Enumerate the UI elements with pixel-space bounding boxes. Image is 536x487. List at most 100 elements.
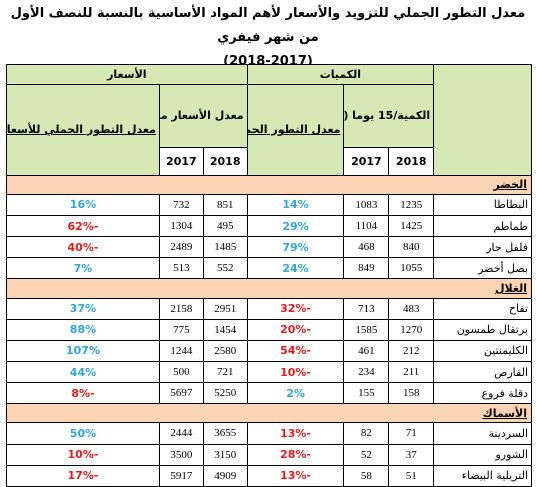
price-2018: 3655: [202, 422, 248, 445]
table-row: السردينة 71 82 -13% 3655 2444 50%: [6, 422, 532, 445]
price-2017: 2158: [158, 297, 204, 320]
qty-2018: 1235: [388, 193, 435, 217]
header-blank: [433, 64, 532, 176]
qty-change: 24%: [246, 257, 345, 280]
qty-column-header: الكمية/15 يوما (طن): [343, 84, 435, 148]
table-row: القارص 211 234 -10% 721 500 44%: [6, 360, 532, 384]
qty-2018: 51: [388, 464, 435, 487]
price-2018: 2580: [202, 339, 248, 363]
qty-change: -13%: [246, 422, 345, 445]
qty-2017-header: 2017: [343, 146, 390, 176]
price-change: -8%: [6, 382, 160, 405]
price-change: 37%: [6, 297, 160, 320]
qty-change: -13%: [246, 464, 345, 487]
qty-2017: 1585: [343, 318, 390, 341]
qty-2017: 234: [343, 360, 390, 384]
qty-2017: 82: [343, 422, 390, 445]
table-row: بصل أخضر 1055 849 24% 552 513 7%: [6, 257, 532, 280]
product-name: السردينة: [433, 422, 532, 445]
price-2018: 721: [202, 360, 248, 384]
product-name: البطاطا: [433, 193, 532, 217]
price-2017: 2489: [158, 236, 204, 259]
price-2017: 1244: [158, 339, 204, 363]
price-2018: 5250: [202, 382, 248, 405]
title-line-1: معدل التطور الجملي للتزويد والأسعار لأهم…: [10, 6, 526, 45]
qty-2018: 158: [388, 382, 435, 405]
price-2017: 732: [158, 193, 204, 217]
quantities-group-header: الكميات: [246, 63, 435, 86]
section-label: الغلال: [6, 278, 532, 299]
product-name: بصل أخضر: [433, 257, 532, 280]
price-change: -10%: [6, 443, 160, 466]
price-2018: 552: [202, 257, 248, 280]
price-2018: 4909: [202, 464, 248, 487]
price-2017: 513: [158, 257, 204, 280]
qty-2017: 468: [343, 236, 390, 259]
qty-change: -20%: [246, 318, 345, 341]
price-2018: 495: [202, 215, 248, 238]
qty-change-column-header: معدل التطور الجملي للتزويد 2018-2017 (%): [246, 84, 345, 176]
qty-2018: 483: [388, 297, 435, 320]
price-2018-header: 2018: [202, 146, 248, 176]
qty-2017: 155: [343, 382, 390, 405]
price-2018: 2951: [202, 297, 248, 320]
qty-change: -54%: [246, 339, 345, 363]
product-name: القارص: [433, 360, 532, 384]
qty-2017: 1083: [343, 193, 390, 217]
qty-2017: 52: [343, 443, 390, 466]
price-change: 50%: [6, 422, 160, 445]
qty-change: 14%: [246, 193, 345, 217]
table-row: تفاح 483 713 -32% 2951 2158 37%: [6, 297, 532, 320]
qty-change: 79%: [246, 236, 345, 259]
section-label: الأسماك: [6, 403, 532, 424]
price-2018: 1454: [202, 318, 248, 341]
product-name: تفاح: [433, 297, 532, 320]
section-label: الخضر: [6, 174, 532, 195]
price-2017-header: 2017: [158, 146, 204, 176]
table-row: الكليمنتين 212 461 -54% 2580 1244 107%: [6, 339, 532, 363]
table-row: برتقال طمسون 1270 1585 -20% 1454 775 88%: [6, 318, 532, 341]
price-change: 107%: [6, 339, 160, 363]
qty-change: -28%: [246, 443, 345, 466]
qty-2018: 71: [388, 422, 435, 445]
price-2018: 1485: [202, 236, 248, 259]
qty-change: 29%: [246, 215, 345, 238]
table-row: الشورو 37 52 -28% 3150 3500 -10%: [6, 443, 532, 466]
product-name: فلفل حار: [433, 236, 532, 259]
table-row: التريلية البيضاء 51 58 -13% 4909 5917 -17%: [6, 464, 532, 487]
qty-2018: 840: [388, 236, 435, 259]
product-name: برتقال طمسون: [433, 318, 532, 341]
price-2018: 3150: [202, 443, 248, 466]
qty-change: 2%: [246, 382, 345, 405]
product-name: الشورو: [433, 443, 532, 466]
price-2017: 5697: [158, 382, 204, 405]
price-2017: 3500: [158, 443, 204, 466]
qty-2017: 58: [343, 464, 390, 487]
qty-2017: 1104: [343, 215, 390, 238]
qty-2018: 1055: [388, 257, 435, 280]
qty-2018: 211: [388, 360, 435, 384]
qty-2018-header: 2018: [388, 146, 435, 176]
price-2017: 5917: [158, 464, 204, 487]
price-2017: 775: [158, 318, 204, 341]
section-row: الخضر: [6, 174, 532, 195]
qty-change: -10%: [246, 360, 345, 384]
section-row: الغلال: [6, 278, 532, 299]
table-row: دقلة فروع 158 155 2% 5250 5697 -8%: [6, 382, 532, 405]
price-change: -17%: [6, 464, 160, 487]
page-title: معدل التطور الجملي للتزويد والأسعار لأهم…: [0, 0, 536, 74]
qty-2018: 37: [388, 443, 435, 466]
qty-2017: 713: [343, 297, 390, 320]
price-change: -40%: [6, 236, 160, 259]
product-name: طماطم: [433, 215, 532, 238]
product-name: الكليمنتين: [433, 339, 532, 363]
price-2017: 2444: [158, 422, 204, 445]
qty-change: -32%: [246, 297, 345, 320]
qty-2018: 1270: [388, 318, 435, 341]
table-row: طماطم 1425 1104 29% 495 1304 -62%: [6, 215, 532, 238]
qty-2018: 212: [388, 339, 435, 363]
qty-2017: 849: [343, 257, 390, 280]
product-name: دقلة فروع: [433, 382, 532, 405]
price-change: 44%: [6, 360, 160, 384]
price-change: 16%: [6, 193, 160, 217]
